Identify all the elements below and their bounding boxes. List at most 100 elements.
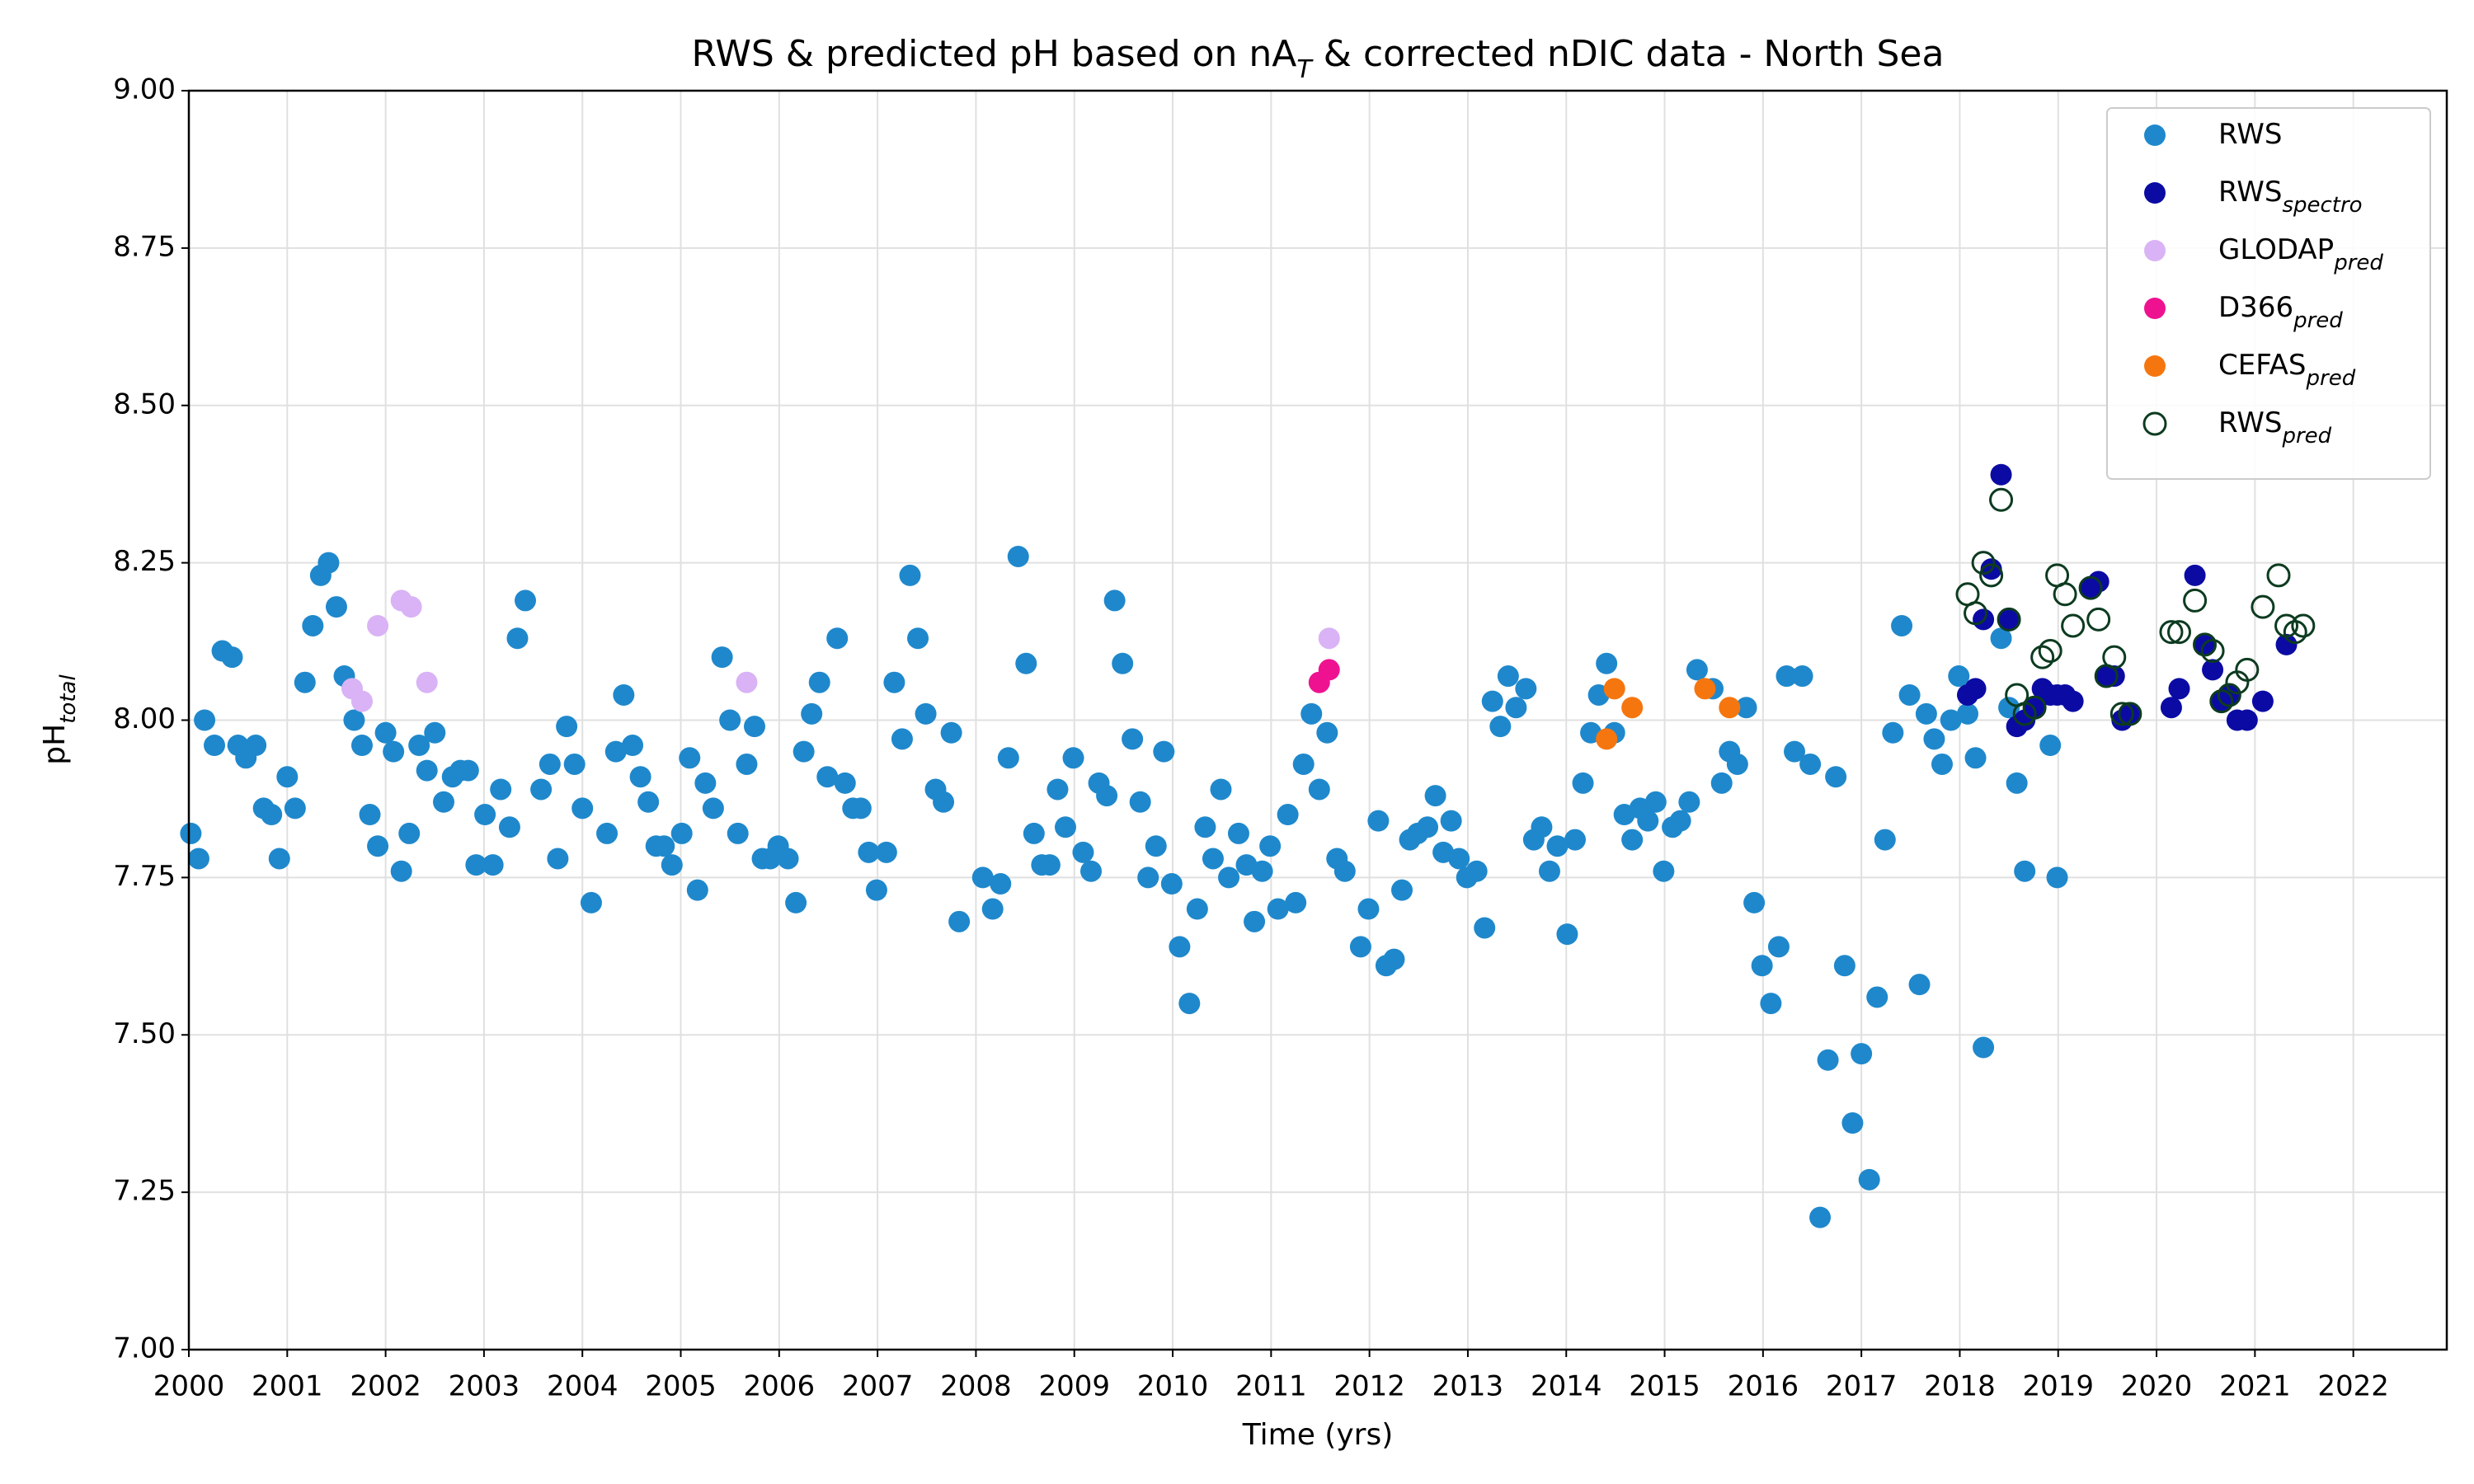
legend-label: RWSpred: [2218, 406, 2332, 448]
point: [474, 804, 496, 826]
legend-name: CEFAS: [2218, 349, 2307, 382]
legend-box: [2106, 107, 2431, 480]
x-tick-label: 2018: [1924, 1370, 1996, 1403]
point: [563, 753, 586, 775]
point: [637, 791, 660, 813]
point: [1891, 614, 1913, 636]
point: [1990, 627, 2012, 650]
legend-label: GLODAPpred: [2218, 233, 2383, 275]
point: [1979, 563, 2004, 588]
x-tick-label: 2009: [1038, 1370, 1110, 1403]
point: [661, 854, 683, 876]
point: [245, 735, 267, 757]
legend: RWSRWSspectroGLODAPpredD366predCEFASpred…: [2106, 107, 2431, 480]
point: [1227, 822, 1249, 844]
point: [1465, 860, 1488, 882]
point: [865, 879, 887, 901]
point: [883, 671, 905, 693]
legend-marker: [2144, 124, 2166, 146]
point: [2166, 620, 2191, 645]
point: [1440, 810, 1462, 832]
point: [2053, 582, 2077, 607]
point: [686, 879, 708, 901]
point: [727, 822, 749, 844]
point: [1990, 463, 2012, 486]
point: [2193, 632, 2218, 657]
point: [194, 709, 216, 731]
point: [1285, 891, 1307, 913]
point: [482, 854, 504, 876]
point: [1145, 835, 1167, 857]
point: [1259, 835, 1282, 857]
point: [1112, 652, 1134, 674]
point: [1825, 766, 1847, 788]
point: [2006, 772, 2028, 794]
point: [261, 804, 283, 826]
point: [1333, 860, 1356, 882]
point: [398, 822, 421, 844]
point: [350, 735, 373, 757]
x-tick-label: 2003: [449, 1370, 520, 1403]
point: [1251, 860, 1273, 882]
point: [294, 671, 316, 693]
point: [1038, 854, 1061, 876]
point: [1971, 551, 1996, 575]
point: [933, 791, 955, 813]
legend-name: D366: [2218, 291, 2293, 324]
point: [1964, 678, 1987, 700]
point: [1851, 1043, 1873, 1065]
point: [997, 747, 1019, 769]
legend-name: RWS: [2218, 118, 2282, 151]
point: [2039, 735, 2062, 757]
point: [1054, 816, 1076, 838]
point: [1915, 702, 1937, 725]
point: [1776, 665, 1798, 688]
point: [2014, 860, 2036, 882]
point: [1931, 753, 1953, 775]
legend-marker: [2142, 411, 2167, 436]
point: [816, 766, 839, 788]
x-tick-label: 2010: [1137, 1370, 1209, 1403]
point: [2200, 639, 2225, 664]
point: [622, 735, 644, 757]
legend-label: CEFASpred: [2218, 349, 2356, 391]
x-tick-label: 2008: [940, 1370, 1012, 1403]
point: [416, 671, 438, 693]
x-tick-label: 2004: [547, 1370, 618, 1403]
point: [1137, 866, 1159, 889]
point: [1072, 841, 1094, 863]
x-tick-label: 2007: [842, 1370, 914, 1403]
point: [2251, 594, 2275, 619]
point: [1621, 829, 1644, 851]
point: [875, 841, 897, 863]
point: [1817, 1049, 1839, 1071]
point: [891, 728, 913, 750]
point: [1767, 936, 1790, 958]
point: [1210, 778, 1232, 801]
point: [204, 735, 226, 757]
x-tick-label: 2021: [2219, 1370, 2291, 1403]
point: [343, 709, 365, 731]
chart-title: RWS & predicted pH based on nAT & correc…: [692, 33, 1945, 84]
point: [1316, 721, 1338, 744]
point: [2283, 620, 2307, 645]
legend-subscript: pred: [2281, 424, 2331, 448]
point: [490, 778, 512, 801]
point: [1726, 753, 1748, 775]
point: [2209, 689, 2234, 714]
point: [571, 797, 594, 819]
point: [2159, 620, 2184, 645]
point: [990, 873, 1012, 895]
x-tick-label: 2014: [1531, 1370, 1602, 1403]
y-label-subscript: total: [56, 674, 81, 724]
point: [1277, 804, 1299, 826]
point: [2062, 690, 2084, 712]
point: [2118, 702, 2142, 726]
legend-label: RWS: [2218, 118, 2282, 151]
x-tick-label: 2012: [1333, 1370, 1405, 1403]
point: [1481, 690, 1503, 712]
point: [2251, 690, 2274, 712]
point: [1391, 879, 1413, 901]
title-subscript: T: [1296, 55, 1314, 84]
x-tick-label: 2001: [252, 1370, 323, 1403]
